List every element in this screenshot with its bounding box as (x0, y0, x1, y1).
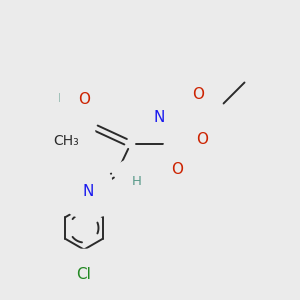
Text: N: N (83, 184, 94, 200)
Text: N: N (153, 110, 165, 124)
Text: H: H (132, 175, 141, 188)
Text: O: O (192, 87, 204, 102)
Text: O: O (196, 132, 208, 147)
Text: H: H (58, 92, 68, 106)
Text: Cl: Cl (76, 267, 92, 282)
Text: CH₃: CH₃ (53, 134, 79, 148)
Text: O: O (78, 92, 90, 106)
Text: O: O (171, 162, 183, 177)
Text: H: H (144, 108, 153, 121)
